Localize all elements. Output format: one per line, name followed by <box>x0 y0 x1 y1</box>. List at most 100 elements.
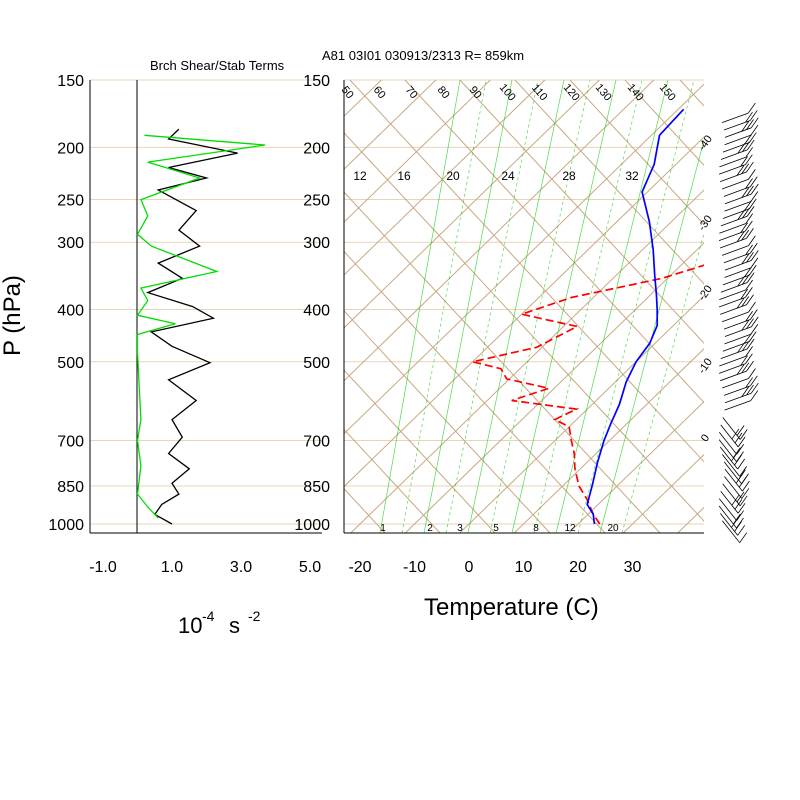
wind-barb-feather <box>745 178 753 189</box>
right-x-tick-label: 20 <box>569 559 587 576</box>
wind-barb-shaft <box>721 454 740 477</box>
wind-barb <box>720 424 746 448</box>
wind-barb-feather <box>737 436 746 448</box>
wind-barb <box>719 446 745 470</box>
shear-term-line <box>145 128 238 525</box>
mixing-ratio-line <box>401 80 487 533</box>
left-x-ticks: -1.0 1.0 3.0 5.0 <box>89 559 321 576</box>
wind-barb <box>718 154 753 175</box>
wind-barb-feather <box>736 297 745 309</box>
mixing-ratio-line <box>423 80 513 533</box>
right-y-ticks: 150 200 250 300 400 500 700 850 1000 <box>294 73 330 534</box>
wind-barb <box>721 102 756 124</box>
wind-barb-feather <box>742 207 750 219</box>
left-x-axis-unit-label: 10 -4 s -2 <box>178 608 261 638</box>
wind-barb-feather <box>746 228 754 239</box>
mixing-ratio-label-bottom: 8 <box>533 523 539 534</box>
wind-barb-feather <box>736 165 745 176</box>
mixing-ratio-label-bottom: 5 <box>493 523 499 534</box>
left-panel: 150 200 250 300 400 500 700 850 1000 -1.0 1.0 3.0 5… <box>48 73 322 576</box>
wind-barb-shaft <box>724 201 752 212</box>
wind-barb <box>722 301 756 323</box>
wind-barb <box>722 368 756 389</box>
wind-barb-feather <box>741 488 750 499</box>
left-x-tick-label: 1.0 <box>161 559 183 576</box>
wind-barb-feather <box>748 368 756 379</box>
wind-barb-shaft <box>719 156 746 168</box>
right-x-tick-label: -10 <box>403 559 426 576</box>
right-y-tick-label: 500 <box>303 355 330 372</box>
wind-barb-feather <box>748 132 757 143</box>
wind-barb-feather <box>741 163 750 175</box>
wind-barb-feather <box>750 390 759 401</box>
wind-barb-feather <box>745 279 753 291</box>
wind-barb-feather <box>750 316 759 328</box>
wind-barb <box>719 213 753 234</box>
dry-adiabat-line <box>0 80 220 533</box>
right-panel-title: A81 03I01 030913/2313 R= 859km <box>322 48 524 63</box>
wind-barb-feather <box>741 229 750 241</box>
wind-barb <box>721 235 756 256</box>
wind-barb-feather <box>742 141 750 152</box>
wind-barb-shaft <box>720 424 739 448</box>
wind-barb-feather <box>741 187 750 198</box>
wind-barb <box>722 417 748 440</box>
left-panel-title: Brch Shear/Stab Terms <box>150 58 285 73</box>
dry-adiabat-line <box>459 80 704 344</box>
wind-barb-feather <box>749 110 758 121</box>
wind-barb-feather <box>741 320 750 331</box>
wind-barb <box>724 117 759 138</box>
right-y-tick-label: 850 <box>303 479 330 496</box>
dry-adiabat-line <box>404 80 704 404</box>
wind-barb-feather <box>746 272 755 283</box>
wind-barb-feather <box>737 458 745 470</box>
wind-barb-shaft <box>724 134 752 146</box>
wind-barb-feather <box>731 517 739 528</box>
mixing-ratio-label-top: 28 <box>562 169 576 183</box>
mixing-ratio-line <box>467 80 565 533</box>
left-grid <box>89 79 322 534</box>
wind-barb <box>722 198 757 219</box>
wind-barb <box>718 353 753 374</box>
dry-adiabat-label: 140 <box>625 82 646 104</box>
wind-barb-feather <box>746 384 754 396</box>
wind-barb <box>720 272 755 293</box>
wind-barb-shaft <box>724 476 743 499</box>
wind-barb-shaft <box>724 127 752 138</box>
left-y-ticks: 150 200 250 300 400 500 700 850 1000 <box>48 73 84 534</box>
wind-barb-feather <box>744 333 752 344</box>
wind-barb-feather <box>742 340 750 351</box>
mixing-ratio-label-bottom: 1 <box>380 523 386 534</box>
wind-barb-shaft <box>721 112 749 124</box>
dry-adiabat-label: 90 <box>467 84 484 101</box>
wind-barb-feather <box>746 185 754 197</box>
wind-barb-shaft <box>719 171 747 183</box>
wind-barb-feather <box>746 318 754 329</box>
wind-barb-feather <box>748 235 756 246</box>
left-y-tick-label: 300 <box>57 235 84 252</box>
wind-barb-shaft <box>724 333 751 345</box>
dry-adiabat-label: 100 <box>497 82 518 104</box>
unit-base: 10 <box>178 613 202 638</box>
dry-adiabat-line <box>624 80 704 166</box>
wind-barb-feather <box>746 294 754 305</box>
unit-seconds-exponent: -2 <box>248 608 261 624</box>
left-y-tick-label: 400 <box>57 303 84 320</box>
wind-barb-shaft <box>721 520 741 543</box>
wind-barb-feather <box>736 364 745 375</box>
wind-barb-feather <box>738 476 747 488</box>
right-grid <box>344 79 704 525</box>
wind-barb-feather <box>737 342 745 353</box>
dry-adiabat-label: 150 <box>657 82 678 104</box>
isotherm-line <box>344 80 546 276</box>
mixing-ratio-line <box>511 80 617 533</box>
wind-barb-feather <box>731 450 739 462</box>
wind-barb <box>722 331 757 352</box>
wind-barb <box>720 491 746 514</box>
left-x-tick-label: 5.0 <box>299 559 321 576</box>
wind-barb-feather <box>734 454 742 466</box>
wind-barb-feather <box>742 480 750 492</box>
